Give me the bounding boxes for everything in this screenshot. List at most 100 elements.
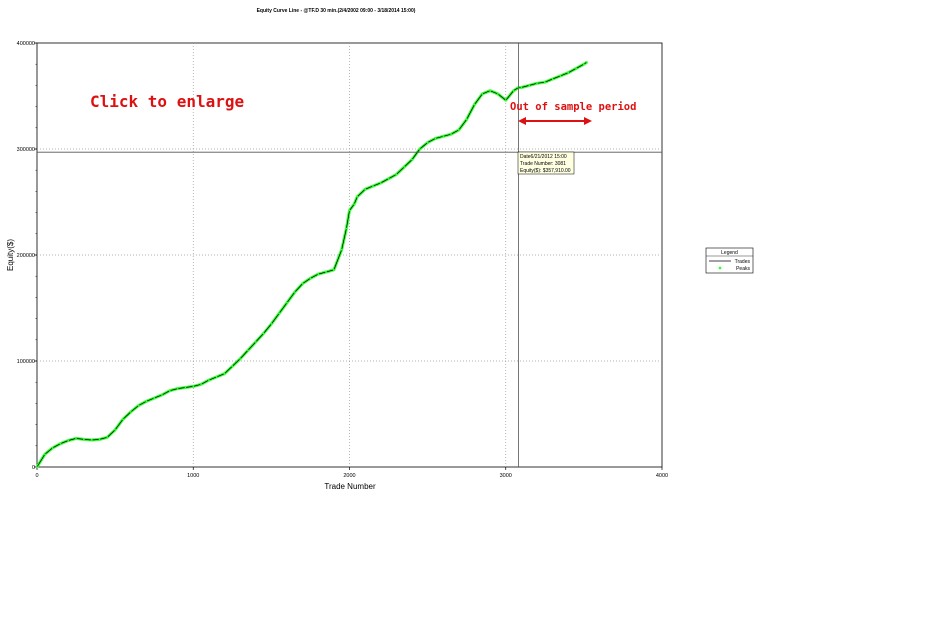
peak-point: [137, 404, 140, 407]
peak-point: [418, 148, 421, 150]
out-of-sample-label: Out of sample period: [510, 101, 636, 113]
x-tick-label: 3000: [500, 473, 512, 479]
tooltip-line-date: Date6/21/2012 15:00: [520, 154, 567, 160]
peak-point: [168, 389, 171, 392]
peak-point: [192, 385, 195, 388]
peak-point: [528, 84, 531, 87]
peak-point: [348, 209, 351, 212]
x-tick-label: 2000: [343, 473, 355, 479]
peak-point: [340, 248, 343, 251]
peak-point: [75, 437, 77, 440]
chart-title: Equity Curve Line - @TF.D 30 min.(2/4/20…: [257, 8, 416, 14]
peak-point: [325, 271, 327, 273]
peak-point: [465, 118, 468, 121]
legend: Legend Trades Peaks: [705, 247, 754, 274]
legend-trades-label: Trades: [735, 259, 751, 265]
peak-point: [129, 410, 132, 413]
peak-point: [59, 442, 62, 445]
peak-point: [434, 137, 437, 140]
peak-point: [200, 383, 202, 386]
y-axis: 0 100000 200000 300000 400000: [17, 41, 37, 471]
peak-point: [114, 429, 117, 431]
peak-point: [520, 86, 523, 89]
peak-point: [106, 436, 109, 439]
y-tick-label: 400000: [17, 41, 35, 47]
peak-point: [262, 332, 265, 335]
peak-point: [215, 376, 218, 378]
peak-point: [223, 372, 226, 375]
peak-point: [270, 323, 273, 325]
cursor-tooltip: Date6/21/2012 15:00 Trade Number: 3081 E…: [517, 151, 575, 175]
peak-point: [301, 282, 304, 285]
peak-point: [551, 78, 554, 80]
x-tick-label: 0: [35, 473, 38, 479]
peak-point: [504, 99, 507, 102]
peak-point: [293, 291, 296, 293]
x-axis: 0 1000 2000 3000 4000: [35, 467, 668, 479]
legend-title: Legend: [721, 250, 738, 256]
peak-point: [353, 203, 356, 206]
peak-point: [426, 141, 429, 144]
series-group: [35, 60, 588, 468]
peak-point: [36, 466, 38, 468]
peak-point: [207, 379, 210, 381]
peak-point: [122, 418, 124, 421]
peak-point: [153, 397, 156, 399]
peak-point: [575, 67, 577, 70]
peak-point: [176, 387, 179, 390]
peak-point: [90, 439, 93, 441]
peak-point: [231, 365, 234, 368]
peak-point: [457, 129, 460, 131]
peak-point: [586, 61, 588, 63]
peak-point: [145, 400, 148, 403]
peak-point: [395, 173, 398, 176]
peak-point: [387, 177, 390, 180]
tooltip-line-equity: Equity($): $357,910.00: [520, 168, 571, 174]
peak-point: [161, 394, 163, 396]
peak-point: [67, 439, 70, 442]
peak-point: [309, 277, 312, 280]
grid-lines: [37, 43, 662, 467]
tooltip-box: [517, 151, 575, 175]
y-tick-label: 0: [32, 465, 35, 471]
peak-point: [536, 82, 538, 85]
x-tick-label: 4000: [656, 473, 668, 479]
peak-point: [317, 273, 320, 275]
peak-point: [239, 357, 242, 360]
x-tick-label: 1000: [187, 473, 199, 479]
peak-point: [559, 74, 562, 77]
peak-point: [481, 92, 484, 95]
y-axis-label: Equity($): [6, 239, 15, 271]
click-to-enlarge-label[interactable]: Click to enlarge: [90, 92, 244, 111]
peak-point: [512, 89, 515, 92]
peak-point: [450, 133, 452, 136]
peak-point: [98, 438, 101, 441]
peak-point: [278, 312, 281, 315]
legend-peaks-swatch: [718, 266, 722, 270]
legend-peaks-label: Peaks: [736, 266, 750, 272]
peak-point: [411, 158, 413, 161]
peak-point: [473, 103, 476, 106]
peak-point: [489, 89, 492, 92]
peak-point: [379, 182, 382, 184]
peak-point: [51, 447, 54, 449]
peak-point: [364, 188, 367, 191]
peak-point: [442, 135, 445, 138]
peak-point: [184, 386, 187, 389]
peak-point: [345, 227, 348, 230]
tooltip-line-trade: Trade Number: 3081: [520, 161, 566, 167]
y-tick-label: 100000: [17, 359, 35, 365]
peak-point: [43, 453, 46, 456]
out-of-sample-arrow: [518, 117, 592, 125]
y-tick-label: 300000: [17, 147, 35, 153]
peak-point: [332, 268, 335, 271]
peak-point: [403, 166, 406, 168]
peak-point: [286, 301, 288, 304]
peak-point: [247, 349, 249, 352]
peak-point: [543, 81, 546, 84]
x-axis-label: Trade Number: [324, 482, 376, 491]
peak-point: [82, 438, 85, 441]
peak-point: [254, 341, 257, 343]
peak-point: [497, 92, 499, 95]
